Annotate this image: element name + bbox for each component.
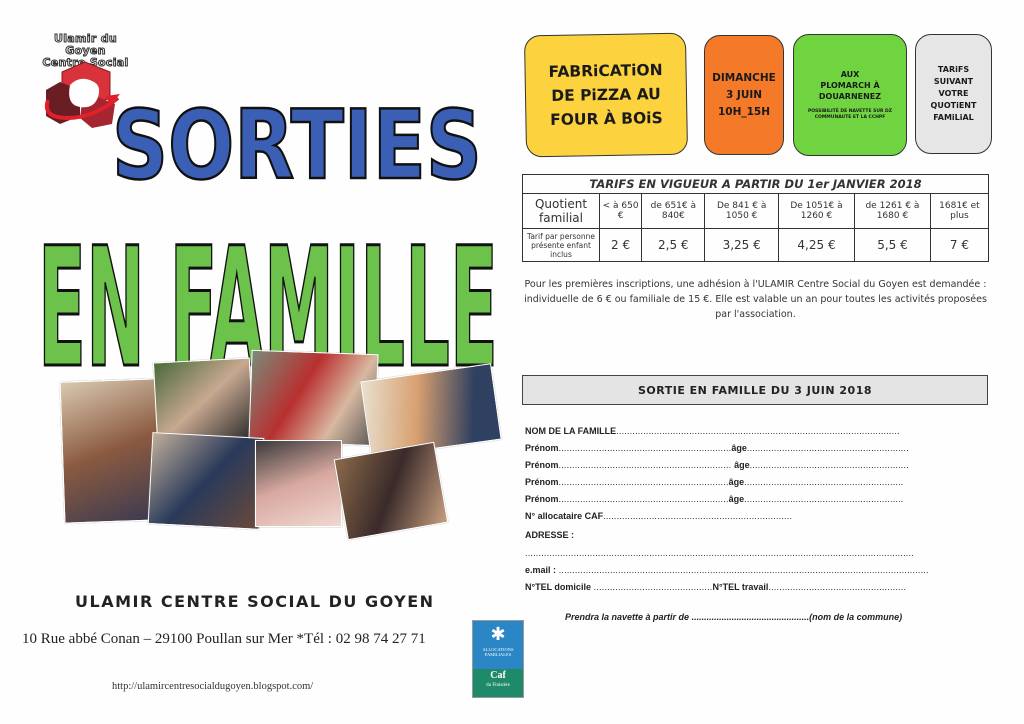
field-label: Prénom <box>525 460 559 470</box>
membership-note: Pour les premières inscriptions, une adh… <box>524 279 987 320</box>
price-cell: 4,25 € <box>777 228 856 262</box>
title-graphic-top: SORTIES <box>111 90 484 203</box>
caf-line-2: Caf <box>490 670 506 681</box>
activity-box: FABRiCATiON DE PiZZA AU FOUR À BOiS <box>523 32 689 158</box>
price-cell: 7 € <box>929 228 990 262</box>
caf-line-1: ALLOCATIONS FAMILIALES <box>482 647 514 657</box>
bracket-cell: De 841 € à 1050 € <box>704 193 779 229</box>
box-line: QUOTiENT <box>930 101 977 110</box>
box-line: PLOMARCH À <box>820 81 880 90</box>
caf-line-3: du Finistère <box>486 683 510 688</box>
box-line: FABRiCATiON <box>548 61 663 81</box>
price-cell: 3,25 € <box>704 228 779 262</box>
photo <box>255 440 342 527</box>
field-label: âge <box>728 477 745 487</box>
photo <box>147 432 265 530</box>
navette-note: POSSIBILITÉ DE NAVETTE SUR DZ COMMUNAUTE… <box>807 109 893 120</box>
box-line: SUIVANT <box>933 77 974 86</box>
field-label: N°TEL travail <box>712 582 769 592</box>
label-adresse: ADRESSE : <box>525 530 575 540</box>
photo <box>248 349 379 447</box>
field-label: Prénom <box>525 443 559 453</box>
date-box: DIMANCHE 3 JUIN 10H_15H <box>704 35 784 155</box>
field-label: âge <box>734 460 750 470</box>
ulamir-logo-icon <box>45 61 120 128</box>
field-prenom-1[interactable]: Prénom..................................… <box>525 443 909 453</box>
box-line: 3 JUIN <box>725 88 763 101</box>
title-graphic-bottom: EN FAMILLE <box>37 212 500 372</box>
bracket-cell: de 1261 € à 1680 € <box>854 193 931 229</box>
field-label: NOM DE LA FAMILLE <box>525 426 617 436</box>
photo <box>152 357 255 445</box>
row-header-tarif: Tarif par personne présente enfant inclu… <box>522 228 600 262</box>
field-prenom-4[interactable]: Prénom..................................… <box>525 494 904 504</box>
field-telephone[interactable]: N°TEL domicile .........................… <box>525 582 907 592</box>
row-header-quotient: Quotient familial <box>522 193 600 229</box>
field-label: âge <box>728 494 745 504</box>
field-label: Prénom <box>525 494 559 504</box>
field-prenom-3[interactable]: Prénom..................................… <box>525 477 904 487</box>
field-label: Prendra la navette à partir de <box>565 612 690 622</box>
address: 10 Rue abbé Conan – 29100 Poullan sur Me… <box>22 631 426 647</box>
caf-logo-top: ✱ ALLOCATIONS FAMILIALES <box>473 621 523 669</box>
field-label: N°TEL domicile <box>525 582 591 592</box>
tarifs-box: TARiFS SUIVANT VOTRE QUOTiENT FAMiLiAL <box>915 34 992 154</box>
box-line: AUX <box>840 70 860 79</box>
bracket-cell: 1681€ et plus <box>929 193 990 229</box>
bracket-cell: < à 650 € <box>598 193 643 229</box>
price-cell: 2 € <box>598 228 643 262</box>
title-en-famille: EN FAMILLE <box>38 212 498 372</box>
box-line: DIMANCHE <box>712 71 776 84</box>
box-line: FOUR À BOiS <box>549 109 663 129</box>
box-line: VOTRE <box>938 89 969 98</box>
bracket-cell: de 651€ à 840€ <box>641 193 706 229</box>
caf-logo-bottom: Caf du Finistère <box>473 669 523 697</box>
field-label: Prénom <box>525 477 559 487</box>
field-label: N° allocataire CAF <box>525 511 604 521</box>
field-label: (nom de la commune) <box>809 612 903 622</box>
box-line: TARiFS <box>937 65 970 74</box>
field-navette[interactable]: Prendra la navette à partir de .........… <box>565 612 903 622</box>
field-label: âge <box>731 443 747 453</box>
title-sorties: SORTIES <box>112 91 482 201</box>
price-cell: 5,5 € <box>854 228 931 262</box>
field-caf[interactable]: N° allocataire CAF......................… <box>525 511 793 521</box>
logo-line-1: Ulamir du Goyen <box>53 32 118 57</box>
photo <box>59 378 162 524</box>
caf-logo: ✱ ALLOCATIONS FAMILIALES Caf du Finistèr… <box>472 620 524 698</box>
field-prenom-2[interactable]: Prénom..................................… <box>525 460 909 470</box>
box-line: 10H_15H <box>717 105 771 118</box>
website-link[interactable]: http://ulamircentresocialdugoyen.blogspo… <box>112 681 314 692</box>
photo <box>333 441 449 541</box>
tarifs-table: TARIFS EN VIGUEUR A PARTIR DU 1er JANVIE… <box>522 174 990 262</box>
organization-name: ULAMIR CENTRE SOCIAL DU GOYEN <box>75 592 435 611</box>
people-icon: ✱ <box>490 624 506 644</box>
ulamir-logo-text: Ulamir du Goyen Centre Social <box>38 32 133 69</box>
form-header: SORTIE EN FAMILLE DU 3 JUIN 2018 <box>522 375 988 405</box>
price-cell: 2,5 € <box>641 228 706 262</box>
tarifs-title: TARIFS EN VIGUEUR A PARTIR DU 1er JANVIE… <box>522 174 989 194</box>
bracket-cell: De 1051€ à 1260 € <box>777 193 856 229</box>
field-email[interactable]: e.mail : ...............................… <box>525 565 929 575</box>
field-label: e.mail : <box>525 565 557 575</box>
box-line: DOUARNENEZ <box>818 92 882 101</box>
field-nom-famille[interactable]: NOM DE LA FAMILLE.......................… <box>525 426 900 436</box>
box-line: DE PiZZA AU <box>551 85 661 105</box>
location-box: AUX PLOMARCH À DOUARNENEZ POSSIBILITÉ DE… <box>793 34 907 156</box>
box-line: FAMiLiAL <box>933 113 974 122</box>
field-adresse[interactable]: ........................................… <box>525 548 914 558</box>
